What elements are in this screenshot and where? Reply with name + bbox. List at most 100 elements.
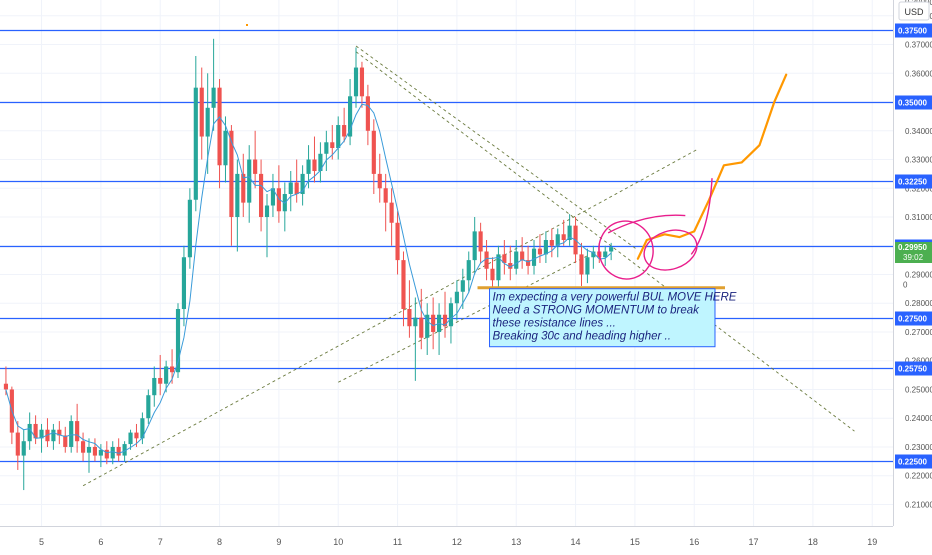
candle-body bbox=[473, 231, 477, 260]
candle-body bbox=[134, 433, 138, 439]
stray-mark bbox=[246, 24, 248, 26]
annotation-line: Breaking 30c and heading higher .. bbox=[493, 331, 671, 343]
candle-body bbox=[253, 160, 257, 174]
candle-body bbox=[247, 160, 251, 203]
annotation-line: Im expecting a very powerful BUL MOVE HE… bbox=[493, 292, 737, 304]
currency-label: USD bbox=[904, 7, 924, 17]
candle-body bbox=[384, 188, 388, 202]
candle-body bbox=[182, 257, 186, 309]
candle-body bbox=[217, 88, 221, 166]
price-level-badge-label: 0.37500 bbox=[898, 27, 927, 36]
last-price-label: 0.29950 bbox=[898, 243, 927, 252]
time-tick-label: 5 bbox=[39, 537, 44, 547]
candle-body bbox=[51, 430, 55, 441]
time-tick-label: 18 bbox=[808, 537, 818, 547]
candle-body bbox=[490, 269, 494, 280]
price-tick-label: 0.21000 bbox=[905, 500, 932, 509]
candle-body bbox=[235, 174, 239, 217]
price-tick-label: 0.33000 bbox=[905, 156, 932, 165]
price-tick-label: 0.37000 bbox=[905, 41, 932, 50]
candle-body bbox=[461, 280, 465, 291]
candle-body bbox=[223, 131, 227, 165]
time-tick-label: 14 bbox=[571, 537, 581, 547]
candle-body bbox=[395, 223, 399, 260]
price-tick-label: 0.36000 bbox=[905, 69, 932, 78]
time-tick-label: 15 bbox=[630, 537, 640, 547]
candle-body bbox=[324, 142, 328, 153]
time-tick-label: 19 bbox=[867, 537, 877, 547]
candle-body bbox=[117, 447, 121, 456]
candle-body bbox=[449, 303, 453, 326]
candle-body bbox=[69, 421, 73, 447]
time-tick-label: 11 bbox=[393, 537, 402, 547]
price-tick-label: 0.22000 bbox=[905, 472, 932, 481]
candle-body bbox=[455, 292, 459, 303]
candle-body bbox=[158, 378, 162, 384]
time-tick-label: 13 bbox=[511, 537, 521, 547]
price-level-badge-label: 0.22500 bbox=[898, 458, 927, 467]
candle-body bbox=[63, 435, 67, 446]
price-level-badge-label: 0.27500 bbox=[898, 315, 927, 324]
candle-body bbox=[479, 231, 483, 251]
candle-body bbox=[312, 160, 316, 171]
price-level-badge-label: 0.32250 bbox=[898, 178, 927, 187]
candle-body bbox=[200, 88, 204, 137]
price-tick-label: 0.27000 bbox=[905, 328, 932, 337]
candle-body bbox=[194, 88, 198, 200]
candle-body bbox=[111, 447, 115, 458]
time-tick-label: 6 bbox=[98, 537, 103, 547]
candle-body bbox=[170, 366, 174, 372]
candle-body bbox=[419, 318, 423, 338]
time-tick-label: 12 bbox=[452, 537, 462, 547]
candle-body bbox=[16, 433, 20, 456]
candle-body bbox=[259, 174, 263, 217]
candle-body bbox=[579, 254, 583, 274]
candle-body bbox=[532, 249, 536, 266]
time-tick-label: 9 bbox=[276, 537, 281, 547]
candle-body bbox=[390, 203, 394, 223]
candle-body bbox=[354, 68, 358, 97]
price-tick-label: 0.23000 bbox=[905, 443, 932, 452]
candle-body bbox=[372, 131, 376, 174]
candle-body bbox=[366, 96, 370, 130]
annotation-line: these resistance lines ... bbox=[493, 318, 616, 330]
candle-body bbox=[229, 131, 233, 217]
candle-body bbox=[550, 240, 554, 246]
candle-body bbox=[378, 174, 382, 188]
candle-body bbox=[212, 88, 216, 108]
annotation[interactable]: Im expecting a very powerful BUL MOVE HE… bbox=[478, 288, 737, 347]
candle-body bbox=[152, 378, 156, 395]
candle-body bbox=[360, 68, 364, 97]
candle-body bbox=[4, 384, 8, 390]
price-tick-label: 0.24000 bbox=[905, 414, 932, 423]
candle-body bbox=[22, 441, 26, 455]
partial-price-label: 0 bbox=[903, 280, 908, 289]
candle-body bbox=[28, 424, 32, 441]
price-tick-label: 0.29000 bbox=[905, 270, 932, 279]
candle-body bbox=[164, 366, 168, 383]
candle-body bbox=[514, 252, 518, 269]
time-tick-label: 7 bbox=[158, 537, 163, 547]
candle-body bbox=[467, 260, 471, 280]
candle-body bbox=[431, 315, 435, 332]
time-tick-label: 10 bbox=[333, 537, 343, 547]
candle-body bbox=[289, 183, 293, 194]
price-tick-label: 0.28000 bbox=[905, 299, 932, 308]
candle-body bbox=[295, 183, 299, 194]
candle-body bbox=[538, 249, 542, 255]
price-tick-label: 0.25000 bbox=[905, 385, 932, 394]
candle-body bbox=[105, 450, 109, 459]
price-level-badge-label: 0.25750 bbox=[898, 365, 927, 374]
candle-body bbox=[306, 160, 310, 174]
currency-badge[interactable]: USD bbox=[899, 2, 929, 20]
annotation-line: Need a STRONG MOMENTUM to break bbox=[493, 305, 701, 317]
candle-body bbox=[265, 206, 269, 217]
candle-body bbox=[128, 433, 132, 444]
price-tick-label: 0.34000 bbox=[905, 127, 932, 136]
candle-body bbox=[330, 142, 334, 148]
candle-body bbox=[401, 260, 405, 309]
price-level-badge-label: 0.35000 bbox=[898, 99, 927, 108]
